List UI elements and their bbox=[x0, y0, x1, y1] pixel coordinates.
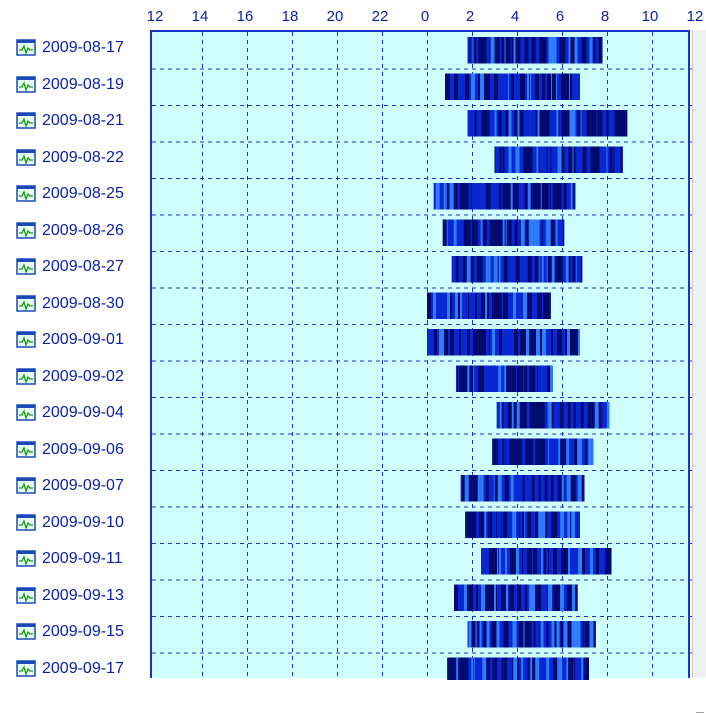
sleep-bar[interactable] bbox=[496, 402, 610, 429]
date-row-label[interactable]: 2009-08-25 bbox=[16, 182, 124, 206]
sleep-bar[interactable] bbox=[447, 657, 589, 681]
sleep-bar[interactable] bbox=[445, 73, 580, 101]
chart-monitor-icon bbox=[16, 660, 36, 677]
chart-monitor-icon bbox=[16, 331, 36, 348]
plot-canvas bbox=[152, 32, 692, 680]
date-row-label[interactable]: 2009-08-19 bbox=[16, 73, 124, 97]
date-list: 2009-08-17 2009-08-19 2009-08-21 2009-08-22… bbox=[0, 30, 150, 678]
sleep-bar[interactable] bbox=[427, 292, 551, 320]
sleep-bar[interactable] bbox=[460, 475, 585, 502]
hour-tick-label: 20 bbox=[326, 8, 344, 25]
chart-monitor-icon bbox=[16, 39, 36, 56]
row-date-text: 2009-09-04 bbox=[42, 404, 124, 422]
date-row-label[interactable]: 2009-08-26 bbox=[16, 219, 124, 243]
date-row-label[interactable]: 2009-08-27 bbox=[16, 255, 124, 279]
chart-monitor-icon bbox=[16, 185, 36, 202]
hour-tick-label: 4 bbox=[510, 8, 520, 25]
sleep-bar[interactable] bbox=[456, 365, 553, 393]
date-row-label[interactable]: 2009-08-22 bbox=[16, 146, 124, 170]
hour-tick-label: 12 bbox=[686, 8, 704, 25]
row-date-text: 2009-09-10 bbox=[42, 513, 124, 531]
hour-tick-label: 0 bbox=[420, 8, 430, 25]
chart-monitor-icon bbox=[16, 477, 36, 494]
chart-monitor-icon bbox=[16, 295, 36, 312]
chart-monitor-icon bbox=[16, 514, 36, 531]
row-date-text: 2009-09-02 bbox=[42, 367, 124, 385]
row-date-text: 2009-08-25 bbox=[42, 185, 124, 203]
hour-tick-label: 2 bbox=[465, 8, 475, 25]
row-date-text: 2009-08-26 bbox=[42, 221, 124, 239]
sleep-bar[interactable] bbox=[492, 438, 594, 466]
date-row-label[interactable]: 2009-09-07 bbox=[16, 474, 124, 498]
chart-monitor-icon bbox=[16, 222, 36, 239]
sleep-bar[interactable] bbox=[467, 37, 603, 64]
row-date-text: 2009-08-19 bbox=[42, 75, 124, 93]
sleep-bar[interactable] bbox=[427, 329, 580, 356]
date-row-label[interactable]: 2009-09-04 bbox=[16, 401, 124, 425]
date-row-label[interactable]: 2009-09-06 bbox=[16, 438, 124, 462]
hour-tick-label: 22 bbox=[371, 8, 389, 25]
sleep-bar[interactable] bbox=[442, 219, 565, 247]
row-date-text: 2009-09-11 bbox=[42, 550, 123, 568]
sleep-bar[interactable] bbox=[433, 183, 576, 210]
sleep-bar[interactable] bbox=[467, 621, 596, 648]
scrollbar[interactable] bbox=[692, 30, 706, 713]
date-row-label[interactable]: 2009-09-01 bbox=[16, 328, 124, 352]
chart-monitor-icon bbox=[16, 149, 36, 166]
hour-tick-label: 6 bbox=[555, 8, 565, 25]
sleep-bar[interactable] bbox=[494, 146, 623, 174]
row-date-text: 2009-08-21 bbox=[42, 112, 124, 130]
hour-tick-label: 18 bbox=[281, 8, 299, 25]
chart-monitor-icon bbox=[16, 404, 36, 421]
chart-monitor-icon bbox=[16, 112, 36, 129]
date-row-label[interactable]: 2009-09-17 bbox=[16, 657, 124, 681]
date-row-label[interactable]: 2009-09-15 bbox=[16, 620, 124, 644]
chart-monitor-icon bbox=[16, 550, 36, 567]
row-date-text: 2009-08-30 bbox=[42, 294, 124, 312]
row-date-text: 2009-09-13 bbox=[42, 586, 124, 604]
date-row-label[interactable]: 2009-09-10 bbox=[16, 511, 124, 535]
time-axis: 12 14 16 18 20 22 0 2 4 6 8 10 12 bbox=[0, 0, 706, 30]
row-date-text: 2009-08-27 bbox=[42, 258, 124, 276]
sleep-bar[interactable] bbox=[465, 511, 580, 539]
sleep-bar[interactable] bbox=[451, 256, 583, 283]
row-date-text: 2009-09-15 bbox=[42, 623, 124, 641]
chart-monitor-icon bbox=[16, 441, 36, 458]
hour-tick-label: 8 bbox=[600, 8, 610, 25]
plot-area bbox=[150, 30, 692, 680]
hour-tick-label: 10 bbox=[641, 8, 659, 25]
sleep-bar[interactable] bbox=[481, 548, 612, 575]
date-row-label[interactable]: 2009-09-02 bbox=[16, 365, 124, 389]
hour-tick-label: 16 bbox=[236, 8, 254, 25]
row-date-text: 2009-09-17 bbox=[42, 659, 124, 677]
sleep-bar[interactable] bbox=[467, 110, 628, 137]
hour-tick-label: 14 bbox=[191, 8, 209, 25]
date-row-label[interactable]: 2009-08-17 bbox=[16, 36, 124, 60]
chart-monitor-icon bbox=[16, 587, 36, 604]
chart-monitor-icon bbox=[16, 368, 36, 385]
date-row-label[interactable]: 2009-09-11 bbox=[16, 547, 123, 571]
hour-tick-label: 12 bbox=[146, 8, 164, 25]
row-date-text: 2009-08-22 bbox=[42, 148, 124, 166]
date-row-label[interactable]: 2009-08-21 bbox=[16, 109, 124, 133]
sleep-bar[interactable] bbox=[454, 584, 578, 612]
chart-monitor-icon bbox=[16, 623, 36, 640]
row-date-text: 2009-09-01 bbox=[42, 331, 124, 349]
chart-monitor-icon bbox=[16, 76, 36, 93]
date-row-label[interactable]: 2009-09-13 bbox=[16, 584, 124, 608]
row-date-text: 2009-08-17 bbox=[42, 39, 124, 57]
row-date-text: 2009-09-06 bbox=[42, 440, 124, 458]
row-date-text: 2009-09-07 bbox=[42, 477, 124, 495]
date-row-label[interactable]: 2009-08-30 bbox=[16, 292, 124, 316]
chart-monitor-icon bbox=[16, 258, 36, 275]
